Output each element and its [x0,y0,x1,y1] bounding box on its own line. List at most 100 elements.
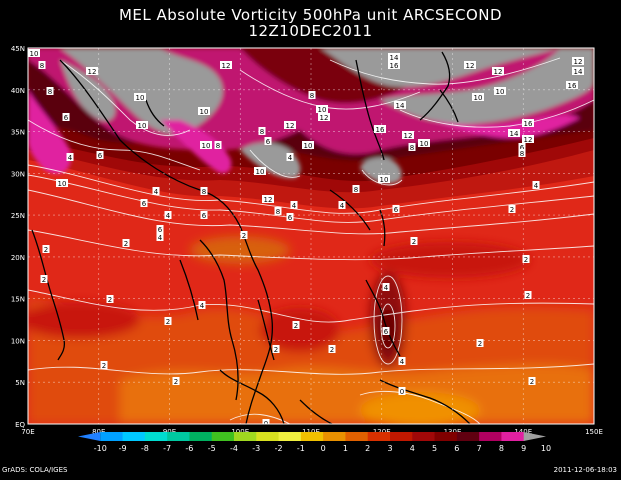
contour-label-box [220,61,232,69]
latitude-axis: 45N 40N 35N 30N 25N 20N 15N 10N 5N EQ [11,45,26,429]
contour-label-box [156,225,164,233]
contour-label: 10 [256,168,265,176]
contour-label-box [382,327,390,335]
colorbar-swatch [456,432,480,441]
contour-label-box [258,127,266,135]
contour-label: 8 [520,150,524,158]
contour-label-box [408,143,416,151]
contour-label-box [106,295,114,303]
contour-label-box [328,345,336,353]
contour-label-box [318,113,330,121]
contour-label: 10 [380,176,389,184]
contour-label: 12 [466,62,475,70]
contour-label: 0 [264,420,268,428]
colorbar: -10 -9 -8 -7 -6 -5 -4 -3 -2 -1 0 1 2 3 4 5 6 7 8 9 10 [78,432,551,453]
contour-label-box [262,419,270,424]
contour-label-box [572,67,584,75]
lon-label: 70E [21,428,34,436]
contour-label-box [140,199,148,207]
contour-label: 10 [318,106,327,114]
contour-label: 6 [520,144,525,152]
contour-label: 12 [264,196,273,204]
contour-label: 2 [478,340,482,348]
contour-label-box [56,179,68,187]
contour-label-box [172,377,180,385]
colorbar-swatch [144,432,168,441]
map-title: MEL Absolute Vorticity 500hPa unit ARCSE… [118,6,503,24]
contour-label: 12 [574,58,583,66]
colorbar-swatch [122,432,146,441]
contour-label: 2 [108,296,112,304]
contour-label: 2 [42,276,46,284]
contour-label: 14 [396,102,405,110]
contour-label-box [522,119,534,127]
contour-label-box [398,387,406,395]
colorbar-label: -9 [119,444,127,453]
contour-label-box [152,187,160,195]
contour-label: 8 [310,92,314,100]
contour-label-box [378,175,390,183]
contour-label: 2 [294,322,298,330]
colorbar-swatch [479,432,502,441]
contour-label: 16 [524,120,533,128]
contour-label-box [492,67,504,75]
colorbar-swatch [434,432,458,441]
contour-label: 2 [274,346,278,354]
contour-label-box [572,57,584,65]
contour-label-box [388,53,400,61]
colorbar-label: 6 [454,444,459,453]
contour-label-box [308,91,316,99]
lat-label: 25N [11,212,25,220]
contour-label: 10 [200,108,209,116]
contour-label-box [122,239,130,247]
contour-label-box [508,205,516,213]
contour-label-box [86,67,98,75]
contour-label-box [316,105,328,113]
colorbar-swatch [234,432,257,441]
contour-label-box [38,61,46,69]
colorbar-swatch [367,432,391,441]
colorbar-swatch [412,432,436,441]
contour-label: 12 [222,62,231,70]
contour-label-box [522,135,534,143]
contour-label: 10 [420,140,429,148]
contour-label-box [62,113,70,121]
colorbar-label: -2 [275,444,283,453]
colorbar-swatch [345,432,369,441]
contour-label: 6 [64,114,69,122]
contour-label-box [352,185,360,193]
contour-label-box [40,275,48,283]
colorbar-swatch [211,432,235,441]
contour-label: 6 [384,328,389,336]
colorbar-label: 3 [387,444,392,453]
colorbar-swatch [300,432,324,441]
contour-label: 8 [354,186,358,194]
contour-label-box [290,201,298,209]
contour-label: 4 [292,202,297,210]
contour-label: 12 [320,114,329,122]
contour-label-box [198,301,206,309]
contour-label: 4 [384,284,389,292]
contour-label-box [398,357,406,365]
contour-label: 6 [288,214,293,222]
contour-label: 4 [534,182,539,190]
contour-label: 4 [68,154,73,162]
colorbar-swatch [501,432,525,441]
contour-label: 10 [58,180,67,188]
grads-credit: GrADS: COLA/IGES [2,466,68,474]
contour-label: 2 [526,292,530,300]
lat-label: 15N [11,296,25,304]
contour-label-box [164,317,172,325]
contour-label-box [42,245,50,253]
contour-label: 8 [276,208,280,216]
colorbar-swatch [256,432,280,441]
contour-label: 6 [266,138,271,146]
contour-label-box [508,129,520,137]
contour-label: 14 [574,68,583,76]
contour-label: 4 [158,234,163,242]
contour-label-box [286,213,294,221]
contour-label: 6 [202,212,207,220]
contour-label-box [392,205,400,213]
